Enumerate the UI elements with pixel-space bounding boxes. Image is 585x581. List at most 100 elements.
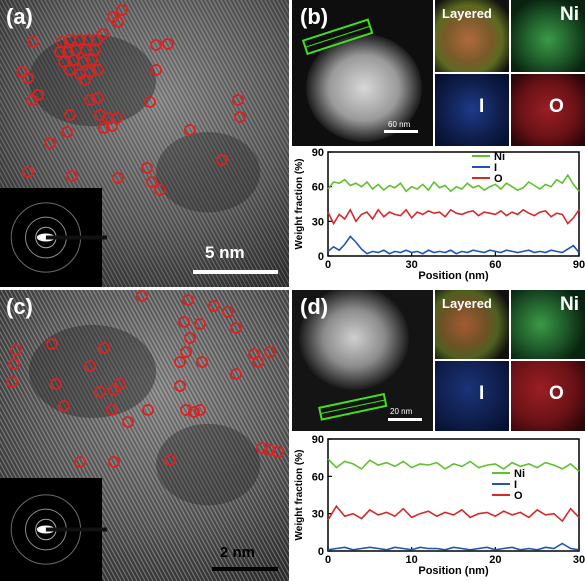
defect-marker-circle [256,442,268,454]
panel-label-b: (b) [300,4,329,29]
defect-marker-circle [174,380,186,392]
series-line-i [327,235,580,255]
defect-marker-circle [84,94,96,106]
y-tick-label: 0 [318,546,324,558]
defect-marker-circle [64,109,76,121]
defect-marker-circle [61,126,73,138]
layered-map-b: Layered [435,0,509,72]
y-tick-label: 30 [312,216,324,228]
map-label-ni-d: Ni [560,294,579,315]
y-axis-label: Weight fraction (%) [294,159,305,250]
defect-marker-circle [216,154,228,166]
x-tick-label: 30 [573,554,585,566]
defect-marker-circle [142,404,154,416]
defect-marker-circle [94,386,106,398]
legend-label-i: I [494,162,497,174]
defect-marker-circle [8,358,20,370]
haadf-image-d: (d) 20 nm [292,290,433,431]
defect-marker-circle [26,94,38,106]
scale-bar-a [193,270,278,274]
defect-marker-circle [144,96,156,108]
defect-marker-circle [92,92,104,104]
map-label-layered-d: Layered [442,296,492,311]
series-line-o [327,504,580,523]
legend-label-i: I [514,479,517,491]
defect-marker-circle [58,56,70,68]
panel-label-a: (a) [6,4,33,29]
panel-label-c: (c) [6,294,33,319]
defect-marker-circle [22,166,34,178]
defect-marker-circle [16,66,28,78]
o-map-b: O [511,74,585,146]
series-line-ni [327,173,580,193]
defect-marker-circle [234,111,246,123]
saed-inset [0,188,108,287]
saed-inset [0,478,108,581]
defect-marker-circle [264,444,276,456]
defect-marker-circle [232,94,244,106]
line-profile-chart-d: 0 30 60 90 0 10 20 30 Position (nm) Weight fracti… [292,431,585,581]
defect-marker-circle [74,456,86,468]
defect-marker-circle [97,28,109,40]
layered-map-d: Layered [435,290,509,359]
hrtem-image-a [0,0,289,287]
y-tick-label: 30 [312,509,324,521]
defect-marker-circle [22,72,34,84]
defect-marker-circle [108,456,120,468]
defect-marker-circle [106,404,118,416]
legend-label-ni: Ni [494,151,505,163]
plot-frame [327,151,580,257]
defect-marker-circle [44,137,56,149]
defect-marker-circle [174,356,186,368]
defect-marker-circle [230,368,242,380]
defect-marker-circle [184,332,196,344]
y-tick-label: 60 [312,471,324,483]
ni-map-d: Ni [511,290,585,359]
defect-marker-circle [180,346,192,358]
x-axis-label: Position (nm) [418,565,489,577]
defect-marker-circle [116,4,128,16]
scale-label-d: 20 nm [390,407,413,416]
defect-marker-circle [27,36,39,48]
defect-marker-circle [106,120,118,132]
x-axis-label: Position (nm) [418,270,489,282]
legend-label-o: O [514,490,523,502]
x-tick-label: 0 [325,554,331,566]
defect-marker-circle [74,34,86,46]
scale-label-b: 60 nm [388,120,411,129]
series-line-o [327,208,580,226]
scale-label-c: 2 nm [220,544,256,561]
defect-marker-circle [150,64,162,76]
scale-label-a: 5 nm [205,243,245,262]
haadf-image-b: (b) 60 nm [292,0,433,146]
hrtem-panel-a: (a) 5 nm [0,0,289,287]
defect-marker-circle [194,318,206,330]
defect-marker-circle [154,184,166,196]
map-label-o-d: O [549,383,564,404]
x-tick-label: 10 [406,554,418,566]
defect-marker-circle [54,46,66,58]
defect-marker-circle [79,74,91,86]
ni-map-b: Ni [511,0,585,72]
y-tick-label: 90 [312,434,324,446]
defect-marker-circle [112,172,124,184]
defect-marker-circle [162,38,174,50]
defect-marker-circle [84,360,96,372]
defect-marker-circle [184,124,196,136]
defect-marker-circle [194,404,206,416]
defect-marker-circle [146,176,158,188]
defect-marker-circle [112,16,124,28]
o-map-d: O [511,361,585,431]
panel-label-d: (d) [300,294,329,319]
map-label-i-b: I [479,96,485,117]
i-map-d: I [435,361,509,431]
defect-marker-circle [230,322,242,334]
eds-panel-b: (b) 60 nm Layered Ni I O 0 30 60 90 0 30 60 90 P… [292,0,585,287]
eds-panel-d: (d) 20 nm Layered Ni I O 0 30 60 90 0 10 20 30 P… [292,290,585,581]
defect-marker-circle [46,338,58,350]
series-line-ni [327,458,580,472]
defect-marker-circle [178,316,190,328]
hrtem-panel-c: (c) 2 nm [0,290,289,581]
scale-bar-c [212,567,278,571]
defect-marker-circle [164,454,176,466]
